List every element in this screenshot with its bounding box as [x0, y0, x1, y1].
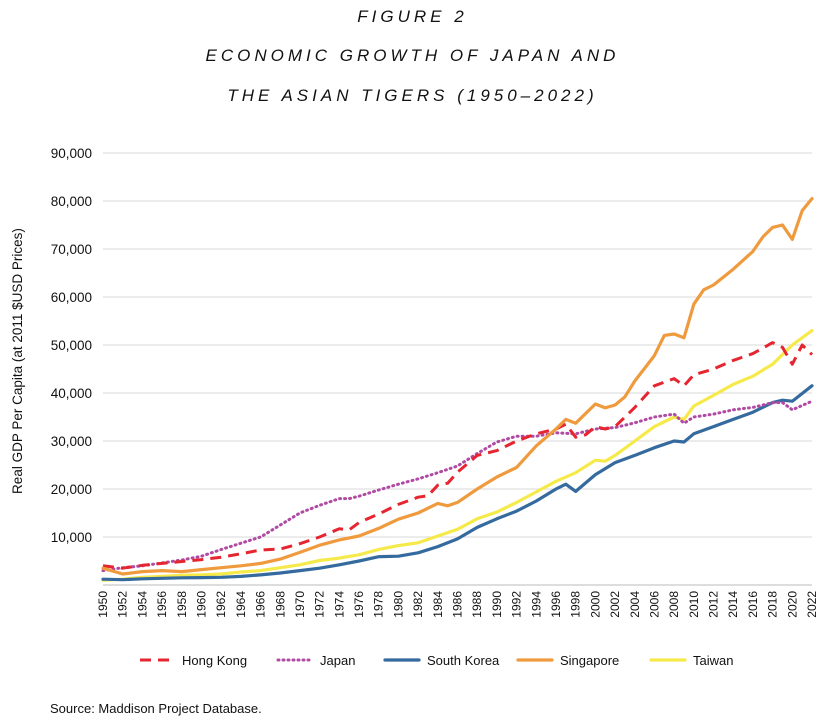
x-tick-label: 1998	[569, 591, 583, 618]
x-tick-label: 2008	[667, 591, 681, 618]
legend-label: Hong Kong	[182, 653, 247, 668]
x-tick-label: 2016	[746, 591, 760, 618]
figure-label: FIGURE 2	[357, 7, 468, 26]
x-tick-label: 1970	[293, 591, 307, 618]
gridlines	[103, 152, 812, 538]
legend: Hong Kong Japan South Korea Singapore Taiwan	[140, 653, 733, 668]
y-tick-label: 50,000	[51, 338, 92, 353]
chart-title-line-1: ECONOMIC GROWTH OF JAPAN AND	[205, 46, 620, 65]
y-tick-label: 10,000	[51, 530, 92, 545]
y-tick-label: 60,000	[51, 290, 92, 305]
series-line-hong-kong	[102, 341, 814, 570]
x-tick-label: 1972	[313, 591, 327, 618]
x-tick-label: 2018	[766, 591, 780, 618]
x-tick-label: 1978	[372, 591, 386, 618]
x-tick-label: 2000	[588, 591, 602, 618]
x-tick-label: 2006	[647, 591, 661, 618]
x-tick-label: 1980	[391, 591, 405, 618]
x-axis-ticks: 1950 1952 1954 1956 1958 1960 1962 1964 1966 1968…	[96, 591, 819, 618]
x-tick-label: 2022	[805, 591, 819, 618]
y-tick-label: 80,000	[51, 194, 92, 209]
x-tick-label: 1992	[510, 591, 524, 618]
x-tick-label: 1996	[549, 591, 563, 618]
y-axis-label: Real GDP Per Capita (at 2011 $USD Prices…	[10, 228, 25, 494]
x-tick-label: 1984	[431, 591, 445, 618]
y-tick-label: 30,000	[51, 434, 92, 449]
legend-label: Japan	[320, 653, 355, 668]
x-tick-label: 1982	[411, 591, 425, 618]
y-tick-label: 40,000	[51, 386, 92, 401]
x-tick-label: 1958	[175, 591, 189, 618]
x-tick-label: 1986	[451, 591, 465, 618]
legend-label: Taiwan	[693, 653, 733, 668]
y-tick-label: 20,000	[51, 482, 92, 497]
x-tick-label: 1962	[214, 591, 228, 618]
legend-label: Singapore	[560, 653, 619, 668]
x-tick-label: 1964	[234, 591, 248, 618]
x-tick-label: 1960	[194, 591, 208, 618]
x-tick-label: 1966	[254, 591, 268, 618]
series-line-japan	[101, 399, 814, 573]
x-tick-label: 1952	[116, 591, 130, 618]
x-tick-label: 1956	[155, 591, 169, 618]
x-tick-label: 1976	[352, 591, 366, 618]
x-tick-label: 1974	[332, 591, 346, 618]
y-tick-label: 70,000	[51, 242, 92, 257]
y-tick-label: 90,000	[51, 146, 92, 161]
source-note: Source: Maddison Project Database.	[50, 701, 262, 716]
x-tick-label: 2010	[687, 591, 701, 618]
x-tick-label: 1968	[273, 591, 287, 618]
x-tick-label: 1994	[529, 591, 543, 618]
x-tick-label: 1954	[135, 591, 149, 618]
series-line-taiwan	[101, 329, 814, 582]
series-line-south-korea	[101, 384, 814, 582]
x-tick-label: 2014	[726, 591, 740, 618]
x-tick-label: 1990	[490, 591, 504, 618]
series-lines	[101, 197, 814, 582]
y-axis-ticks: 10,000 20,000 30,000 40,000 50,000 60,000 70,0…	[51, 146, 92, 545]
x-tick-label: 2012	[707, 591, 721, 618]
x-tick-label: 2020	[785, 591, 799, 618]
x-tick-label: 1988	[470, 591, 484, 618]
x-tick-label: 1950	[96, 591, 110, 618]
chart-title-line-2: THE ASIAN TIGERS (1950–2022)	[227, 86, 598, 105]
x-tick-label: 2004	[628, 591, 642, 618]
x-tick-label: 2002	[608, 591, 622, 618]
series-line-singapore	[101, 197, 814, 576]
legend-label: South Korea	[427, 653, 500, 668]
